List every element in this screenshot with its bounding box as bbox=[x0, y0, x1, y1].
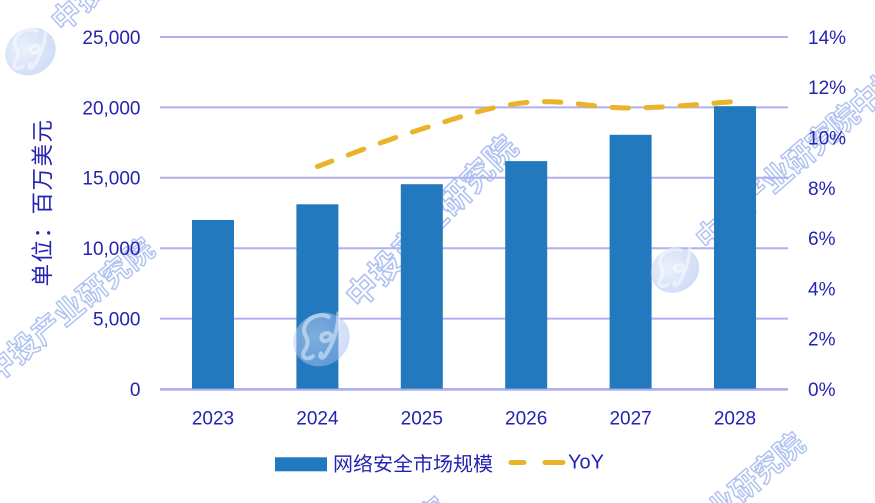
svg-text:2%: 2% bbox=[808, 330, 836, 351]
svg-text:2028: 2028 bbox=[714, 409, 756, 430]
svg-text:12%: 12% bbox=[808, 78, 846, 99]
svg-text:8%: 8% bbox=[808, 179, 836, 200]
svg-text:2026: 2026 bbox=[505, 409, 547, 430]
svg-text:YoY: YoY bbox=[568, 452, 604, 474]
svg-text:15,000: 15,000 bbox=[82, 169, 140, 190]
svg-text:5,000: 5,000 bbox=[93, 310, 141, 331]
svg-text:6%: 6% bbox=[808, 229, 836, 250]
svg-text:25,000: 25,000 bbox=[82, 28, 140, 49]
svg-text:10,000: 10,000 bbox=[82, 239, 140, 260]
svg-text:20,000: 20,000 bbox=[82, 98, 140, 119]
svg-text:2024: 2024 bbox=[296, 409, 339, 430]
svg-text:2027: 2027 bbox=[609, 409, 651, 430]
svg-text:14%: 14% bbox=[808, 28, 846, 49]
svg-text:2025: 2025 bbox=[401, 409, 443, 430]
svg-text:10%: 10% bbox=[808, 129, 846, 150]
svg-text:0%: 0% bbox=[808, 380, 836, 401]
svg-text:4%: 4% bbox=[808, 279, 836, 300]
svg-text:0: 0 bbox=[130, 380, 141, 401]
svg-text:2023: 2023 bbox=[192, 409, 234, 430]
